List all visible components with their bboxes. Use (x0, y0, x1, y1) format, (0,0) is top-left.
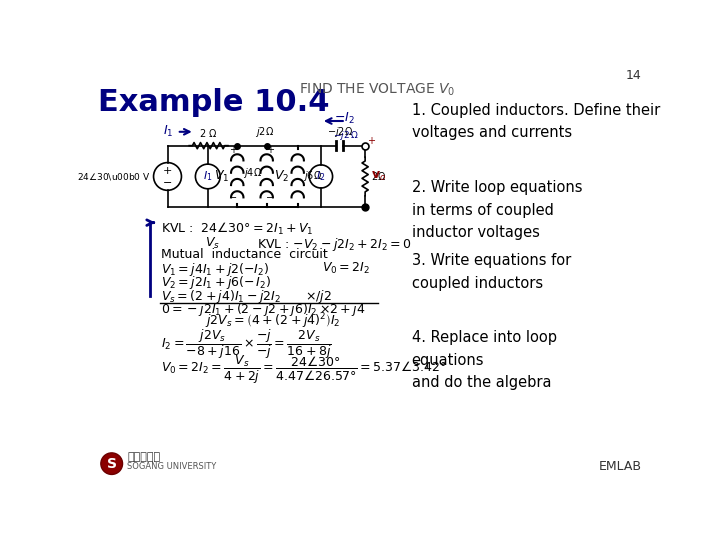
Text: $V_0 = 2I_2$: $V_0 = 2I_2$ (323, 261, 371, 276)
Text: KVL : $-V_2 - j2I_2 + 2I_2 = 0$: KVL : $-V_2 - j2I_2 + 2I_2 = 0$ (256, 236, 411, 253)
Text: −: − (266, 193, 274, 203)
Text: $-j2\,\Omega$: $-j2\,\Omega$ (333, 129, 359, 141)
Text: $\mathit{I_1}$: $\mathit{I_1}$ (163, 124, 174, 139)
Text: $I_2 = \dfrac{j2V_s}{-8 + j16} \times \dfrac{-j}{-j} = \dfrac{2V_s}{16 + 8j}$: $I_2 = \dfrac{j2V_s}{-8 + j16} \times \d… (161, 327, 332, 361)
Text: $V_1$: $V_1$ (215, 169, 230, 184)
Text: KVL :  $24\angle30°= 2I_1 + V_1$: KVL : $24\angle30°= 2I_1 + V_1$ (161, 221, 314, 237)
Text: $\times/j2$: $\times/j2$ (305, 288, 332, 305)
Text: 4. Replace into loop
equations
and do the algebra: 4. Replace into loop equations and do th… (412, 330, 557, 390)
Text: 3. Write equations for
coupled inductors: 3. Write equations for coupled inductors (412, 253, 571, 291)
Text: $0 = -j2I_1 + (2 - j2 + j6)I_2$: $0 = -j2I_1 + (2 - j2 + j6)I_2$ (161, 301, 318, 318)
Text: +: + (163, 166, 172, 176)
Text: $V_2 = j2I_1 + j6(-\,I_2)$: $V_2 = j2I_1 + j6(-\,I_2)$ (161, 274, 271, 291)
Text: FIND THE VOLTAGE $V_0$: FIND THE VOLTAGE $V_0$ (299, 82, 455, 98)
Text: $-\mathit{I_2}$: $-\mathit{I_2}$ (334, 111, 355, 126)
Text: $V_1 = j4I_1 + j2(-I_2)$: $V_1 = j4I_1 + j2(-I_2)$ (161, 261, 270, 278)
Text: S: S (107, 457, 117, 471)
Text: Mutual  inductance  circuit: Mutual inductance circuit (161, 248, 328, 261)
Text: 2 $\Omega$: 2 $\Omega$ (199, 127, 217, 139)
Text: −: − (229, 193, 238, 203)
Text: $V_2$: $V_2$ (274, 169, 289, 184)
Text: $\mathit{I_1}$: $\mathit{I_1}$ (203, 170, 212, 184)
Text: 1. Coupled inductors. Define their
voltages and currents: 1. Coupled inductors. Define their volta… (412, 103, 660, 140)
Text: $V_0 = 2I_2 = \dfrac{V_s}{4 + 2j} = \dfrac{24\angle30°}{4.47\angle26.57°} = 5.37: $V_0 = 2I_2 = \dfrac{V_s}{4 + 2j} = \dfr… (161, 354, 446, 386)
Text: −: − (163, 178, 172, 187)
Text: $\mathbf{v}_o$: $\mathbf{v}_o$ (372, 170, 387, 183)
Text: 서강대학교: 서강대학교 (127, 453, 161, 462)
Text: 24$\angle$30\u00b0 V: 24$\angle$30\u00b0 V (77, 171, 150, 182)
Text: $\mathit{I_2}$: $\mathit{I_2}$ (316, 170, 325, 184)
Text: $j$4$\Omega$: $j$4$\Omega$ (243, 166, 261, 180)
Text: 2$\Omega$: 2$\Omega$ (371, 171, 386, 183)
Text: 2. Write loop equations
in terms of coupled
inductor voltages: 2. Write loop equations in terms of coup… (412, 180, 582, 240)
Text: 14: 14 (626, 69, 642, 82)
Circle shape (101, 453, 122, 475)
Text: $V_s = (2 + j4)I_1 - j2I_2$: $V_s = (2 + j4)I_1 - j2I_2$ (161, 288, 282, 305)
Text: $\times 2 + j4$: $\times 2 + j4$ (319, 301, 365, 318)
Text: +: + (367, 136, 375, 146)
Text: $-j$2$\Omega$: $-j$2$\Omega$ (327, 125, 353, 139)
Text: +: + (266, 145, 274, 154)
Text: $V_s$: $V_s$ (204, 236, 220, 251)
Text: SOGANG UNIVERSITY: SOGANG UNIVERSITY (127, 462, 217, 471)
Text: $j$2$\Omega$: $j$2$\Omega$ (255, 125, 274, 139)
Text: $j2V_s = \left(4 + (2 + j4)^2\right)I_2$: $j2V_s = \left(4 + (2 + j4)^2\right)I_2$ (204, 311, 341, 331)
Text: $j$6$\Omega$: $j$6$\Omega$ (303, 170, 322, 184)
Text: +: + (230, 145, 238, 154)
Text: Example 10.4: Example 10.4 (98, 88, 329, 117)
Text: EMLAB: EMLAB (599, 460, 642, 473)
